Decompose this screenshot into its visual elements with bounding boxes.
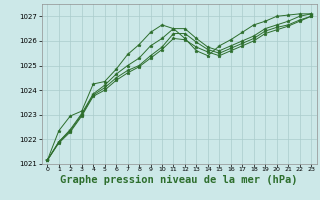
- X-axis label: Graphe pression niveau de la mer (hPa): Graphe pression niveau de la mer (hPa): [60, 175, 298, 185]
